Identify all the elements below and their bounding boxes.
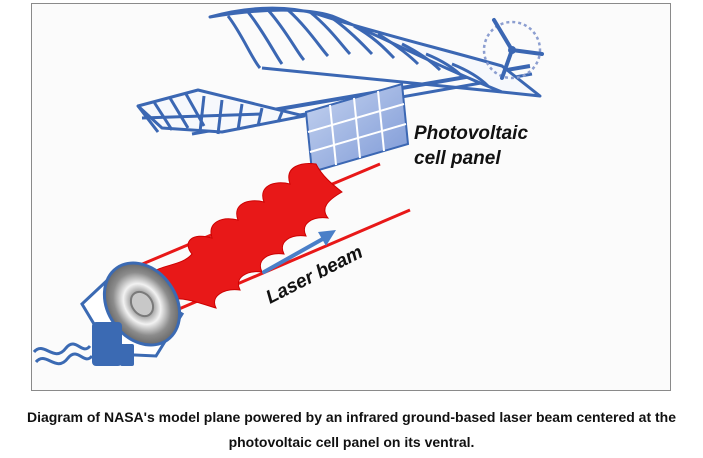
caption-line-1: Diagram of NASA's model plane powered by… — [26, 409, 677, 425]
arrow-icon — [262, 230, 336, 274]
panel-label-line2: cell panel — [414, 148, 501, 169]
airplane-icon — [136, 6, 542, 136]
caption-line-2: photovoltaic cell panel on its ventral. — [228, 434, 475, 450]
panel-label-line1: Photovoltaic — [414, 123, 528, 144]
photovoltaic-panel-icon — [304, 82, 410, 174]
laser-emitter-icon — [32, 261, 185, 366]
main-wing — [208, 6, 542, 98]
diagram-canvas: Photovoltaic cell panel Laser beam — [32, 6, 544, 366]
propeller-icon — [482, 18, 544, 80]
laser-beam-icon — [113, 162, 411, 326]
figure-caption: Diagram of NASA's model plane powered by… — [0, 405, 703, 455]
tail-wing — [136, 88, 306, 135]
diagram-frame: Photovoltaic cell panel Laser beam — [31, 3, 671, 391]
